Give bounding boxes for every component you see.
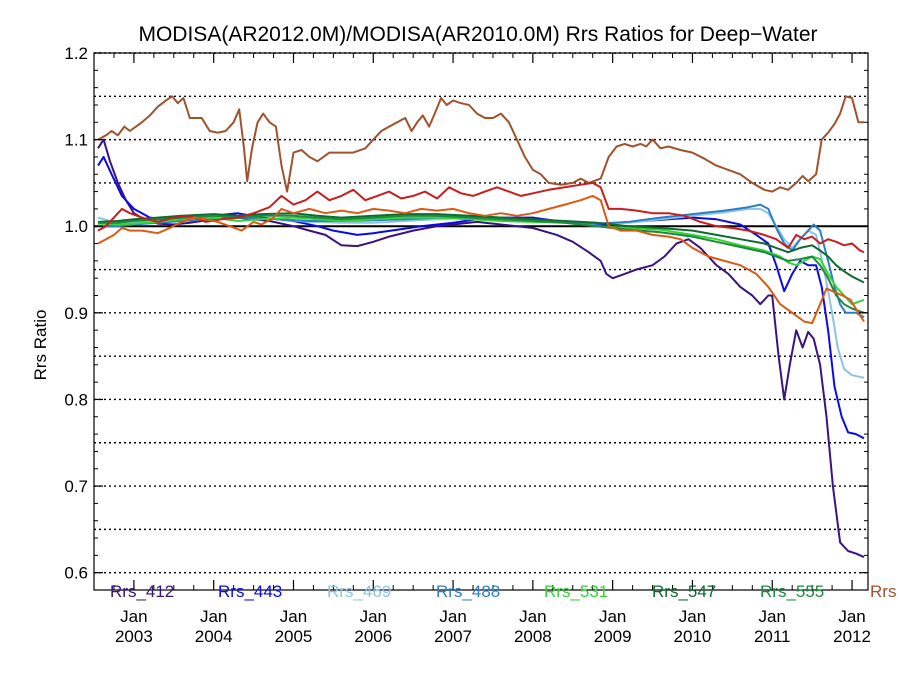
series-line-rrs-412 <box>97 138 865 559</box>
x-tick-label-year: 2007 <box>434 627 472 646</box>
legend-layer: Rrs_412 Rrs_443 Rrs_469 Rrs_488 Rrs_531 Rrs_5… <box>110 582 896 601</box>
series-layer <box>97 95 865 559</box>
x-tick-label-month: Jan <box>838 607 865 626</box>
x-tick-label-year: 2008 <box>514 627 552 646</box>
chart-title: MODISA(AR2012.0M)/MODISA(AR2010.0M) Rrs … <box>138 23 817 46</box>
series-line-rrs-547 <box>97 212 865 284</box>
legend-item-rrs-531: Rrs_531 <box>544 582 608 601</box>
series-line-rrs-667 <box>97 95 864 193</box>
legend-item-rrs-412: Rrs_412 <box>110 582 174 601</box>
x-tick-label-year: 2004 <box>195 627 233 646</box>
grid-layer <box>94 52 868 574</box>
x-tick-label-month: Jan <box>280 607 307 626</box>
x-tick-label-year: 2012 <box>833 627 871 646</box>
legend-item-rrs-555: Rrs_555 <box>760 582 824 601</box>
y-tick-label: 1.2 <box>64 44 88 63</box>
legend-item-rrs-488: Rrs_488 <box>436 582 500 601</box>
y-tick-label: 1.1 <box>64 131 88 150</box>
x-tick-label-year: 2009 <box>594 627 632 646</box>
x-tick-label-month: Jan <box>200 607 227 626</box>
x-tick-label-year: 2005 <box>275 627 313 646</box>
x-tick-label-year: 2011 <box>754 627 791 646</box>
y-tick-label: 0.9 <box>64 304 88 323</box>
x-tick-label-month: Jan <box>120 607 147 626</box>
y-tick-label: 1.0 <box>64 217 88 236</box>
legend-item-rrs-547: Rrs_547 <box>652 582 716 601</box>
legend-item-rrs: Rrs <box>870 582 896 601</box>
y-tick-label: 0.7 <box>64 477 88 496</box>
plot-frame <box>93 52 869 591</box>
series-line-rrs-555 <box>98 214 865 314</box>
series-line-rrs-667-orange <box>97 194 865 325</box>
y-axis-label: Rrs Ratio <box>31 310 50 381</box>
axes-layer: 0.60.70.80.91.01.11.2Jan2003Jan2004Jan20… <box>64 44 871 646</box>
x-tick-label-month: Jan <box>360 607 387 626</box>
y-tick-label: 0.6 <box>64 564 88 583</box>
x-tick-label-year: 2003 <box>115 627 153 646</box>
series-line-rrs-488 <box>98 203 865 319</box>
x-tick-label-month: Jan <box>759 607 786 626</box>
x-tick-label-month: Jan <box>599 607 626 626</box>
series-line-rrs-678-red <box>97 181 865 254</box>
legend-item-rrs-443: Rrs_443 <box>218 582 282 601</box>
x-tick-label-month: Jan <box>679 607 706 626</box>
x-tick-label-year: 2010 <box>674 627 712 646</box>
x-tick-label-year: 2006 <box>354 627 392 646</box>
y-tick-label: 0.8 <box>64 390 88 409</box>
x-tick-label-month: Jan <box>439 607 466 626</box>
x-tick-label-month: Jan <box>519 607 546 626</box>
legend-item-rrs-469: Rrs_469 <box>327 582 391 601</box>
series-line-rrs-443 <box>97 155 865 440</box>
